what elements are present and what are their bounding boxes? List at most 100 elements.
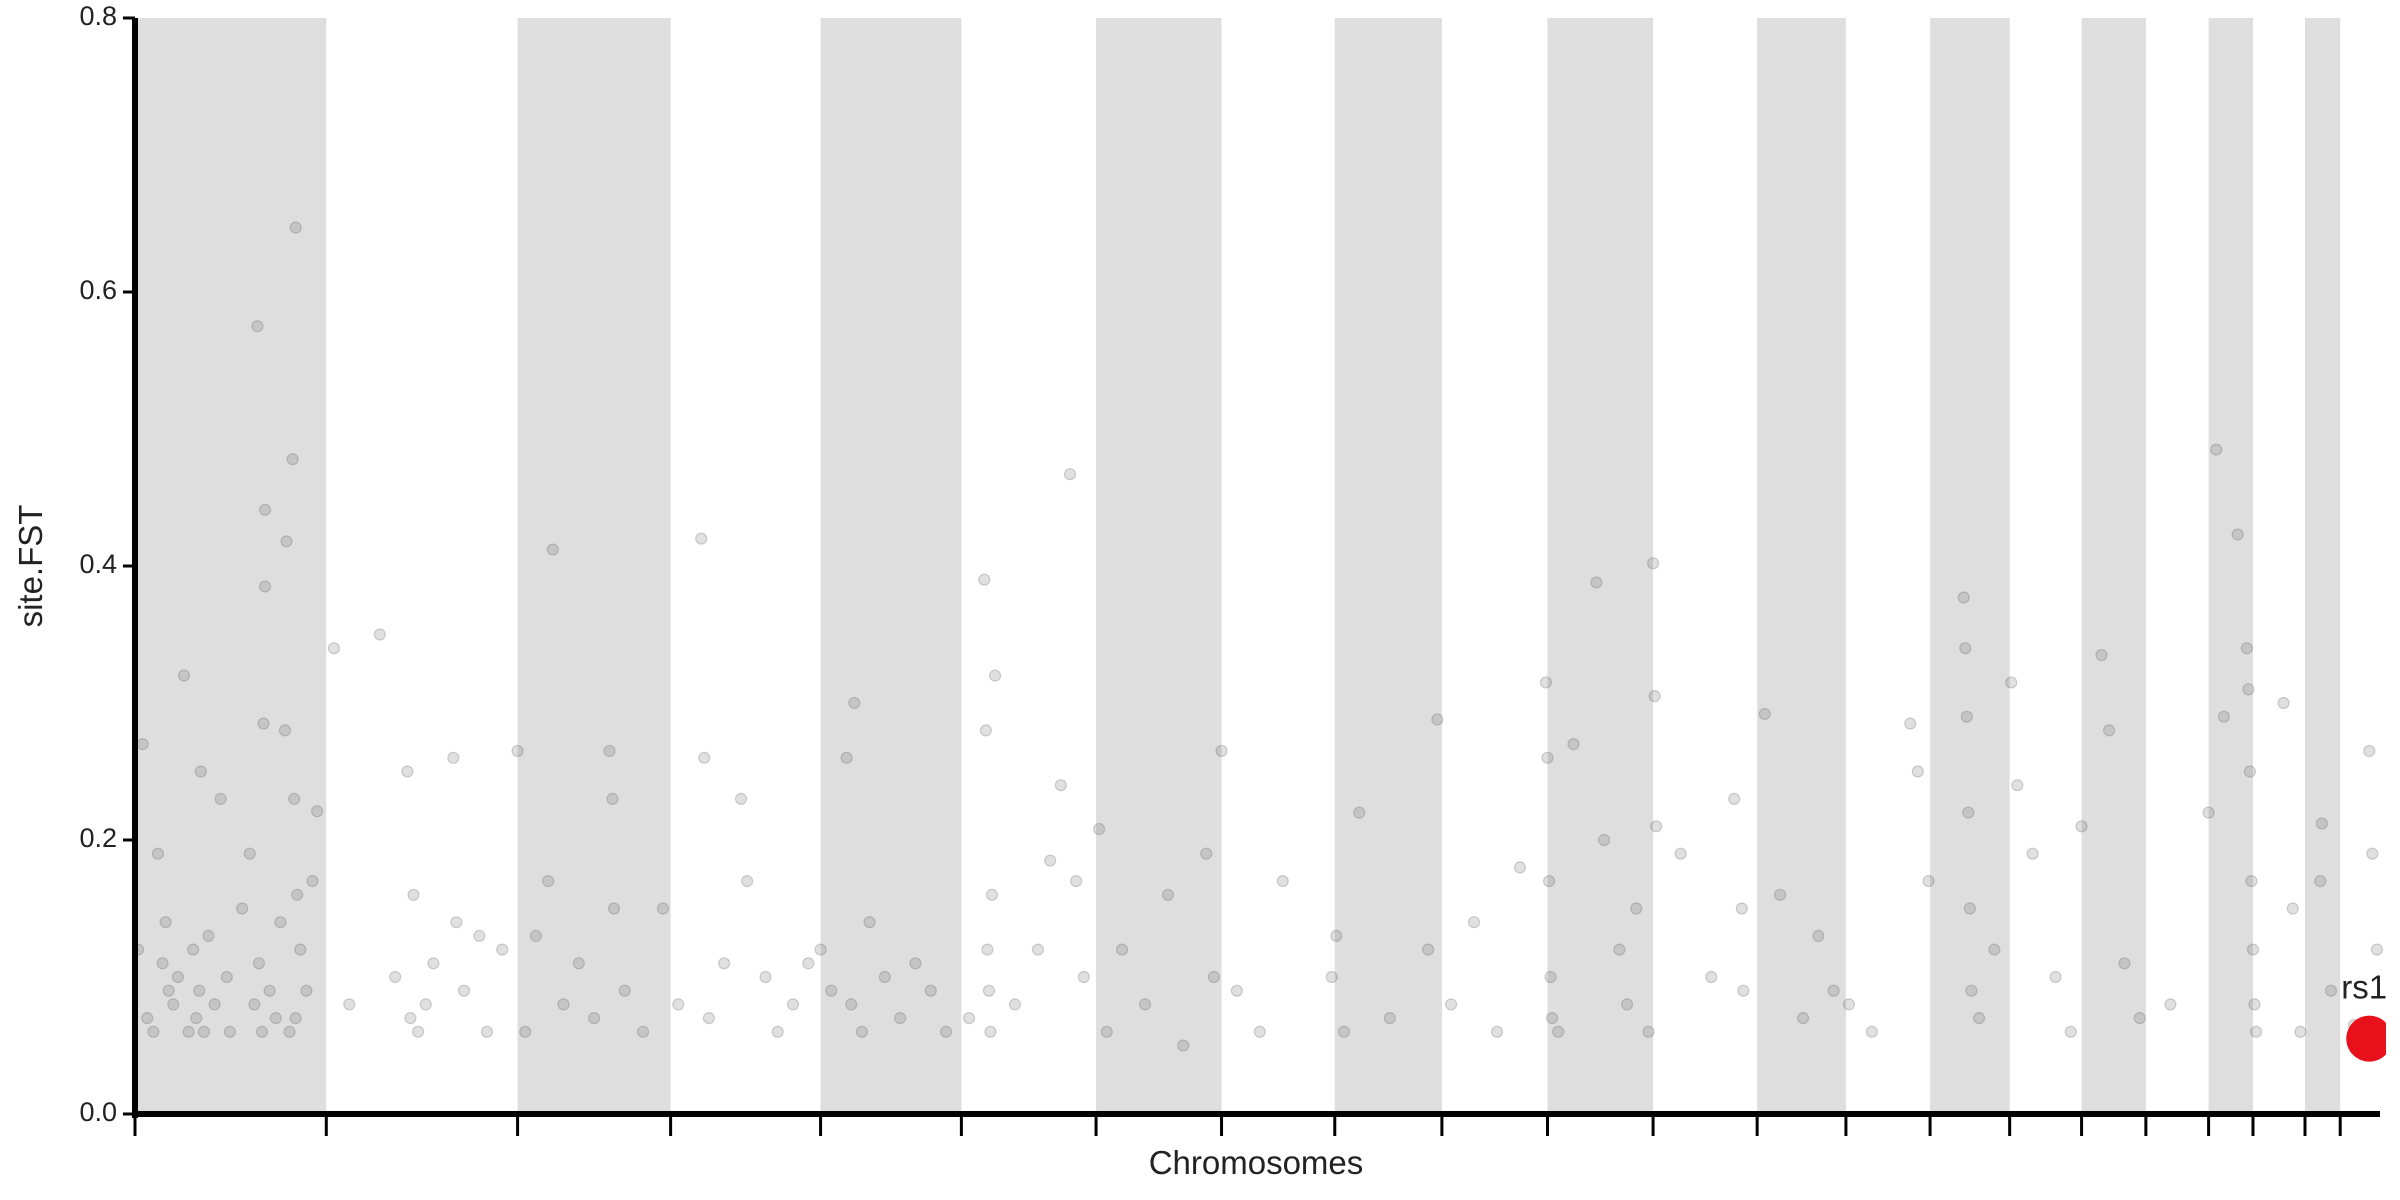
snp-point: [223, 1025, 236, 1038]
snp-point: [848, 696, 861, 710]
snp-point: [603, 744, 616, 758]
snp-point: [373, 628, 386, 641]
snp-point: [1044, 854, 1057, 867]
snp-point: [1705, 970, 1718, 984]
snp-point: [1774, 888, 1787, 901]
snp-point: [982, 984, 996, 997]
snp-point: [389, 970, 402, 984]
snp-point: [2246, 943, 2260, 956]
snp-point: [863, 916, 876, 929]
chromosome-band: [2305, 18, 2341, 1114]
snp-point: [1093, 822, 1106, 836]
snp-point: [1544, 970, 1557, 984]
snp-point: [2245, 874, 2258, 888]
snp-point: [327, 642, 341, 655]
snp-point: [1545, 1011, 1559, 1025]
chromosome-band: [1334, 18, 1442, 1114]
snp-point: [1613, 943, 1626, 956]
snp-point: [519, 1025, 532, 1038]
snp-point: [1353, 806, 1366, 819]
snp-point: [2095, 648, 2108, 662]
snp-point: [171, 970, 184, 984]
snp-point: [985, 888, 999, 901]
snp-point: [1230, 984, 1243, 997]
snp-point: [1922, 874, 1935, 888]
snp-point: [1842, 998, 1856, 1011]
snp-point: [162, 984, 175, 997]
chromosome-band: [517, 18, 671, 1114]
snp-point: [1422, 943, 1435, 956]
snp-point: [771, 1025, 784, 1038]
snp-point: [450, 916, 463, 929]
snp-point: [1215, 744, 1228, 758]
snp-point: [1650, 820, 1663, 833]
snp-point: [269, 1011, 282, 1025]
snp-point: [288, 792, 301, 806]
snp-point: [1648, 690, 1661, 703]
snp-point: [251, 320, 264, 333]
snp-point: [457, 984, 471, 997]
snp-point: [546, 543, 559, 556]
snp-point: [845, 998, 858, 1011]
snp-point: [1865, 1025, 1879, 1038]
snp-point: [1077, 970, 1090, 984]
snp-point: [156, 957, 169, 970]
snp-point: [2242, 683, 2255, 696]
snp-point: [1758, 707, 1771, 721]
highlight-label: rs1803: [2341, 969, 2400, 1006]
snp-point: [182, 1025, 195, 1038]
snp-point: [2049, 970, 2062, 984]
snp-point: [656, 902, 670, 915]
snp-point: [2202, 806, 2215, 819]
snp-point: [572, 957, 585, 970]
y-tick-label: 0.2: [79, 823, 117, 853]
chromosome-band: [1547, 18, 1654, 1114]
highlight-point: [2346, 1015, 2386, 1062]
snp-point: [1325, 970, 1338, 984]
snp-point: [1467, 916, 1481, 929]
snp-point: [607, 902, 621, 915]
snp-point: [909, 957, 922, 970]
snp-point: [151, 847, 165, 860]
snp-point: [1735, 902, 1748, 915]
snp-point: [1796, 1011, 1810, 1025]
snp-point: [2011, 779, 2024, 792]
snp-point: [1590, 576, 1603, 589]
snp-point: [1728, 792, 1741, 806]
snp-point: [939, 1025, 953, 1038]
snp-point: [220, 970, 233, 984]
snp-point: [878, 970, 891, 984]
snp-point: [258, 580, 272, 593]
snp-point: [1674, 847, 1687, 860]
snp-point: [636, 1025, 650, 1038]
snp-point: [2026, 847, 2039, 860]
snp-point: [427, 957, 440, 970]
snp-point: [1960, 710, 1973, 723]
snp-point: [1988, 943, 2001, 956]
snp-point: [197, 1025, 210, 1038]
y-axis-label: site.FST: [12, 505, 49, 628]
snp-point: [1008, 998, 1022, 1011]
snp-point: [1542, 874, 1556, 888]
snp-point: [978, 573, 991, 586]
snp-point: [1115, 943, 1129, 956]
snp-point: [496, 943, 509, 956]
snp-point: [193, 984, 206, 997]
snp-point: [280, 535, 293, 548]
snp-point: [962, 1011, 976, 1025]
snp-point: [1598, 833, 1611, 847]
snp-point: [147, 1025, 160, 1038]
y-tick-label: 0.8: [79, 1, 117, 31]
snp-point: [2164, 998, 2177, 1011]
snp-point: [981, 943, 994, 956]
snp-point: [1431, 713, 1444, 726]
snp-point: [855, 1025, 869, 1038]
snp-point: [2286, 902, 2299, 915]
snp-point: [1552, 1025, 1565, 1038]
snp-point: [741, 874, 754, 888]
snp-point: [202, 929, 215, 943]
snp-point: [802, 957, 815, 970]
snp-point: [236, 902, 249, 915]
snp-point: [447, 751, 460, 764]
plot-area: rs1803: [131, 18, 2400, 1114]
